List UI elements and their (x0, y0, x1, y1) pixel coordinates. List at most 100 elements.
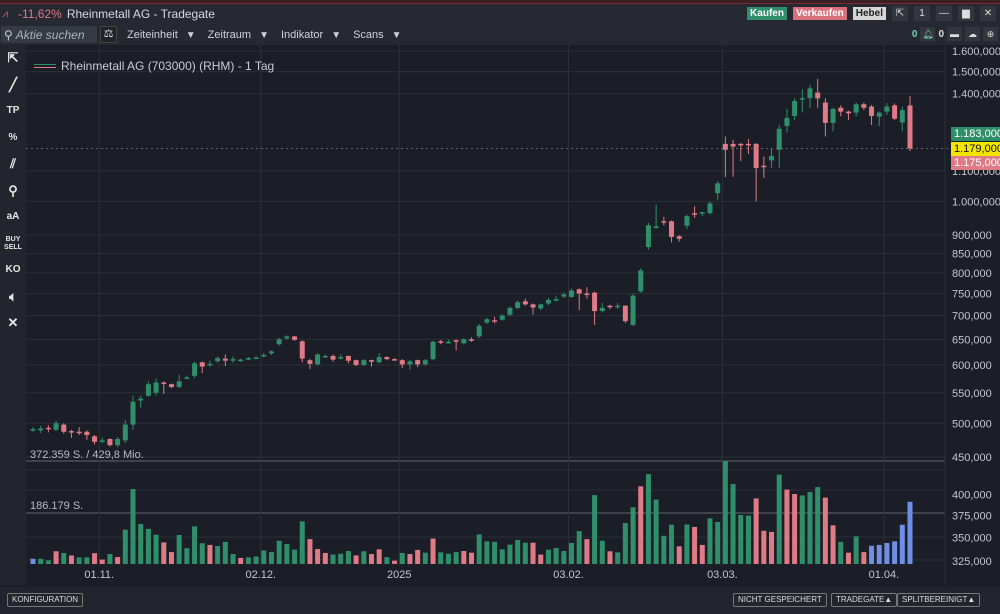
candle-body (292, 336, 298, 340)
volume-bar (553, 547, 559, 564)
candle-body (361, 360, 367, 365)
candle-body (738, 143, 744, 146)
bell-icon[interactable]: 🔔︎ (920, 27, 936, 41)
chart-title: Rheinmetall AG (703000) (RHM) - 1 Tag (61, 59, 275, 73)
candle-body (315, 354, 321, 365)
candle-body (769, 155, 775, 161)
candle-body (576, 289, 582, 294)
minimize-icon[interactable]: — (936, 6, 952, 21)
drawing-toolbar: ⇱ ╱ TP% ⫽ ⚲ aA BUY SELL KO 🔈︎ ✕ (0, 45, 26, 585)
candle-body (215, 358, 221, 362)
candle-body (799, 98, 805, 100)
speaker-icon[interactable]: 🔈︎ (9, 288, 17, 304)
candle-body (84, 431, 90, 436)
candle-body (368, 360, 374, 362)
volume-bar (607, 551, 613, 564)
leverage-button[interactable]: Hebel (852, 7, 886, 20)
candle-body (30, 429, 36, 431)
title-bar: ⩘ -11,62% Rheinmetall AG - Tradegate Kau… (0, 4, 1000, 24)
window-count-button[interactable]: 1 (914, 6, 930, 21)
volume-bar (453, 552, 459, 564)
volume-bar (361, 551, 367, 564)
folder-icon[interactable]: ▬ (947, 27, 962, 41)
volume-bar (638, 486, 644, 564)
buy-sell-icon[interactable]: BUY SELL (4, 235, 22, 251)
volume-bar (38, 558, 44, 564)
unsaved-button[interactable]: NICHT GESPEICHERT (733, 593, 827, 607)
candle-body (261, 354, 267, 357)
volume-bar (776, 474, 782, 564)
percent-icon[interactable]: % (8, 131, 18, 143)
candle-body (184, 377, 190, 379)
dropdown-icon: ▼ (331, 29, 342, 41)
share-icon[interactable]: ⇱ (892, 6, 908, 21)
configuration-button[interactable]: KONFIGURATION (7, 593, 84, 607)
candle-body (415, 360, 421, 365)
volume-bar (68, 555, 74, 564)
volume-bar (622, 523, 628, 564)
parallel-lines-icon[interactable]: ⫽ (10, 156, 16, 172)
exchange-button[interactable]: TRADEGATE▲ (831, 593, 898, 607)
split-adjusted-button[interactable]: SPLITBEREINIGT▲ (897, 593, 981, 607)
text-size-icon[interactable]: aA (6, 211, 20, 223)
volume-bar (592, 495, 598, 564)
add-icon[interactable]: ⊕ (983, 27, 998, 41)
volume-bar (707, 518, 713, 564)
menu-period[interactable]: Zeitraum ▼ (208, 29, 269, 41)
cursor-arrow-icon[interactable]: ⇱ (7, 50, 19, 66)
volume-bar (699, 544, 705, 564)
candle-body (530, 304, 536, 308)
candle-body (853, 104, 859, 113)
volume-bar (599, 540, 605, 564)
volume-bar (499, 549, 505, 564)
volume-bar (245, 557, 251, 564)
close-icon[interactable]: ✕ (980, 6, 996, 21)
volume-bar (322, 552, 328, 564)
candle-body (438, 341, 444, 343)
candle-body (669, 221, 675, 237)
candle-body (453, 340, 459, 342)
ticker-strip (0, 0, 1000, 4)
sell-button[interactable]: Verkaufen (792, 7, 847, 20)
close-icon[interactable]: ✕ (7, 315, 19, 331)
candle-body (607, 305, 613, 308)
candle-body (599, 307, 605, 312)
y-tick-label: 550,000 (952, 388, 992, 400)
compare-scale-icon[interactable]: ⚖ (100, 26, 117, 43)
menu-indicator[interactable]: Indikator ▼ (281, 29, 341, 41)
volume-bar (538, 554, 544, 564)
volume-bar (61, 552, 67, 564)
volume-bar (230, 554, 236, 564)
volume-bar (569, 542, 575, 564)
candle-body (522, 301, 528, 305)
search-icon[interactable]: ⚲ (8, 182, 18, 198)
candle-body (830, 108, 836, 123)
candle-body (699, 212, 705, 214)
candle-body (476, 325, 482, 337)
restore-icon[interactable]: ▆ (958, 6, 974, 21)
tp-icon[interactable]: TP (6, 105, 20, 117)
candle-body (407, 361, 413, 365)
volume-bar (561, 550, 567, 564)
volume-bar (92, 553, 98, 564)
volume-bar (368, 554, 374, 564)
candle-body (907, 105, 913, 149)
volume-bar (653, 499, 659, 564)
candle-body (838, 107, 844, 112)
volume-bar (861, 552, 867, 564)
x-tick-label: 01.04. (869, 569, 900, 581)
candle-body (745, 143, 751, 146)
search-input[interactable]: ⚲ Aktie suchen (1, 26, 97, 43)
candle-body (707, 203, 713, 214)
ko-icon[interactable]: KO (5, 264, 21, 276)
volume-bar (276, 540, 282, 564)
candle-body (545, 299, 551, 304)
buy-button[interactable]: Kaufen (747, 7, 787, 20)
cloud-upload-icon[interactable]: ☁ (965, 27, 980, 41)
volume-bar (715, 521, 721, 564)
menu-timeframe[interactable]: Zeiteinheit ▼ (127, 29, 196, 41)
trendline-icon[interactable]: ╱ (9, 76, 17, 92)
menu-scans[interactable]: Scans ▼ (353, 29, 401, 41)
candle-body (107, 439, 113, 446)
